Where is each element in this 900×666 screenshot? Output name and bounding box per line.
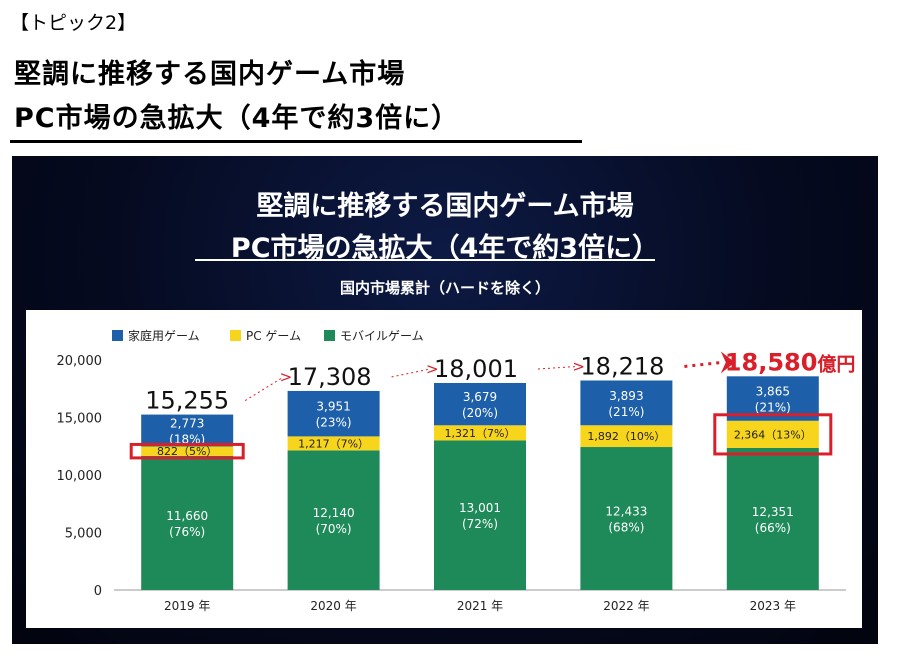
legend-label: 家庭用ゲーム <box>128 328 200 343</box>
growth-connector <box>537 365 577 370</box>
bar-segment <box>287 450 380 590</box>
pc-segment-label: 2,364（13%） <box>734 428 812 441</box>
bar-segment <box>287 436 380 451</box>
legend-label: モバイルゲーム <box>340 329 424 343</box>
pc-segment-label: 1,217（7%） <box>298 437 369 450</box>
bar-segment <box>141 414 234 447</box>
y-tick-label: 15,000 <box>57 412 103 427</box>
segment-pct-label: (68%) <box>608 521 644 535</box>
pc-highlight-box <box>129 442 245 460</box>
legend-swatch <box>230 330 241 341</box>
segment-value-label: 3,865 <box>756 385 790 399</box>
panel-title-line2: PC市場の急拡大（4年で約3倍に） <box>230 233 660 264</box>
x-category-label: 2022 年 <box>603 599 649 613</box>
bar-segment <box>580 425 673 448</box>
segment-value-label: 12,351 <box>752 505 794 519</box>
bar-segment <box>580 380 673 426</box>
pc-segment-label: 822（5%） <box>157 445 217 458</box>
chart-area: 0 5,000 10,000 15,000 20,000 家庭用ゲーム PC ゲーム モバイル… <box>26 310 862 628</box>
segment-pct-label: (66%) <box>755 521 791 535</box>
final-total-label: 18,580億円 <box>725 348 856 376</box>
segment-pct-label: (21%) <box>755 401 791 415</box>
bar-segment <box>434 425 526 441</box>
stacked-bar-chart: 0 5,000 10,000 15,000 20,000 家庭用ゲーム PC ゲーム モバイル… <box>57 328 856 613</box>
segment-pct-label: (23%) <box>316 416 352 430</box>
growth-connector <box>244 376 284 401</box>
panel-title-line1: 堅調に推移する国内ゲーム市場 <box>256 191 634 222</box>
page-title-line1: 堅調に推移する国内ゲーム市場 <box>14 59 406 90</box>
panel-subtitle: 国内市場累計（ハードを除く） <box>339 279 550 297</box>
segment-value-label: 3,679 <box>463 390 497 404</box>
segment-value-label: 12,140 <box>313 506 355 520</box>
growth-arrow: > <box>426 360 439 378</box>
pc-highlight-box <box>713 413 833 456</box>
y-tick-label: 0 <box>94 584 102 599</box>
x-category-label: 2021 年 <box>457 599 503 613</box>
segment-value-label: 2,773 <box>170 417 204 431</box>
x-category-label: 2023 年 <box>750 599 796 613</box>
y-tick-label: 10,000 <box>57 469 103 484</box>
bar-segment <box>141 446 234 456</box>
segment-value-label: 11,660 <box>166 509 208 523</box>
growth-connector <box>391 368 431 378</box>
bar-segment <box>141 455 234 590</box>
bar-segment <box>726 447 819 590</box>
panel-title-underline <box>195 259 655 261</box>
page-title-line2: PC市場の急拡大（4年で約3倍に） <box>14 103 460 134</box>
segment-pct-label: (72%) <box>462 517 498 531</box>
x-category-label: 2019 年 <box>164 599 210 613</box>
segment-value-label: 3,951 <box>316 400 350 414</box>
bar-segment <box>434 440 526 590</box>
pc-segment-label: 1,321（7%） <box>445 427 516 440</box>
bar-total-label: 18,001 <box>434 355 518 383</box>
segment-value-label: 13,001 <box>459 501 501 515</box>
bar-total-label: 17,308 <box>288 363 372 391</box>
growth-arrow-bold <box>720 351 735 374</box>
topic-tag: 【トピック2】 <box>10 12 137 34</box>
bar-segment <box>726 420 819 448</box>
legend-label: PC ゲーム <box>246 329 301 343</box>
segment-value-label: 12,433 <box>605 505 647 519</box>
growth-connector <box>684 360 723 368</box>
legend-swatch <box>324 330 335 341</box>
growth-arrow: > <box>280 368 293 386</box>
x-category-label: 2020 年 <box>310 599 356 613</box>
bar-total-label: 15,255 <box>145 387 229 415</box>
y-tick-label: 5,000 <box>65 527 102 542</box>
segment-pct-label: (76%) <box>169 525 205 539</box>
growth-arrow: > <box>572 357 585 375</box>
legend-swatch <box>112 330 123 341</box>
segment-value-label: 3,893 <box>609 389 643 403</box>
segment-pct-label: (70%) <box>316 522 352 536</box>
segment-pct-label: (20%) <box>462 406 498 420</box>
bar-total-label: 18,218 <box>580 352 664 380</box>
pc-segment-label: 1,892（10%） <box>587 430 665 443</box>
title-underline <box>10 140 582 143</box>
chart-slide-panel: 堅調に推移する国内ゲーム市場 PC市場の急拡大（4年で約3倍に） 国内市場累計（… <box>12 156 878 644</box>
bar-segment <box>580 447 673 590</box>
bar-segment <box>434 382 526 426</box>
segment-pct-label: (21%) <box>608 405 644 419</box>
bar-segment <box>287 390 380 437</box>
y-tick-label: 20,000 <box>57 354 103 369</box>
